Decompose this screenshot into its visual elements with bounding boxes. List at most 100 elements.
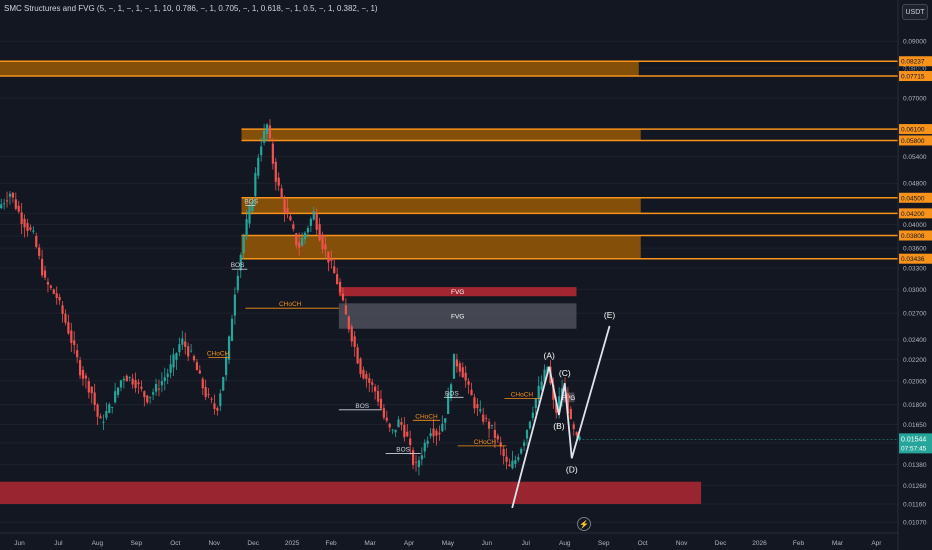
- candle-body: [479, 409, 482, 412]
- candle-body: [368, 378, 371, 383]
- candle-body: [338, 281, 342, 293]
- candle-body: [43, 270, 47, 278]
- candle-body: [359, 358, 362, 374]
- candle-body: [210, 398, 213, 400]
- candle-body: [508, 464, 511, 467]
- currency-button[interactable]: USDT: [902, 4, 928, 20]
- candle-body: [172, 354, 175, 368]
- candle-body: [438, 432, 441, 435]
- lightning-icon[interactable]: ⚡: [577, 517, 591, 531]
- price-axis-tick: 0.01070: [903, 520, 927, 527]
- zone-price-tag: [899, 230, 932, 241]
- candle-body: [35, 235, 38, 247]
- candle-body: [347, 316, 350, 330]
- candle-body: [184, 341, 187, 347]
- candle-body: [344, 305, 348, 315]
- zone-price-tag: [899, 56, 932, 67]
- time-axis-tick: May: [442, 540, 455, 547]
- time-axis-tick: Sep: [598, 540, 610, 547]
- wave-point-label: (E): [604, 310, 616, 320]
- resistance-zone: [241, 129, 641, 141]
- candle-body: [534, 398, 537, 409]
- candle-body: [227, 336, 231, 360]
- candle-body: [154, 384, 158, 392]
- candle-body: [388, 423, 391, 428]
- candle-body: [324, 244, 327, 250]
- candle-body: [333, 266, 336, 274]
- candle-body: [96, 404, 99, 417]
- candle-body: [70, 330, 73, 343]
- candle-body: [81, 369, 85, 379]
- time-axis-tick: Dec: [247, 540, 259, 547]
- candle-body: [233, 294, 236, 316]
- candle-body: [114, 391, 117, 403]
- wave-point-label: (A): [544, 351, 556, 361]
- candle-body: [449, 384, 453, 399]
- structure-label: BOS: [355, 403, 369, 410]
- zone-price-tag-mid: 0.08000: [901, 67, 923, 73]
- candle-body: [125, 375, 128, 382]
- price-axis-tick: 0.05400: [903, 154, 927, 161]
- candle-body: [102, 421, 105, 423]
- candle-body: [321, 234, 324, 250]
- time-axis-tick: Feb: [793, 540, 805, 547]
- candle-body: [525, 430, 529, 439]
- candle-body: [146, 395, 149, 403]
- candle-body: [578, 436, 581, 440]
- candle-body: [271, 143, 274, 164]
- zone-price-tag: [899, 253, 932, 264]
- candle-body: [140, 386, 143, 389]
- candle-body: [64, 313, 67, 323]
- candle-body: [263, 130, 266, 143]
- candle-body: [201, 378, 204, 389]
- structure-label: CHoCH: [511, 392, 534, 399]
- resistance-zone: [0, 61, 639, 77]
- candle-body: [239, 254, 242, 271]
- candle-body: [20, 212, 23, 224]
- price-axis-tick: 0.04000: [903, 222, 927, 229]
- candle-body: [374, 386, 377, 392]
- candle-body: [435, 430, 438, 436]
- zone-price-tag: [899, 124, 932, 135]
- candle-body: [298, 242, 301, 248]
- candle-body: [251, 200, 254, 212]
- candle-body: [327, 251, 330, 263]
- candle-body: [131, 378, 134, 385]
- candle-body: [157, 388, 161, 390]
- price-axis-tick: 0.01380: [903, 462, 927, 469]
- price-axis-tick: 0.03300: [903, 265, 927, 272]
- candle-body: [511, 460, 514, 469]
- fvg-zone: [338, 303, 577, 329]
- time-axis-tick: Dec: [715, 540, 727, 547]
- candle-body: [268, 125, 272, 139]
- structure-label: BOS: [231, 262, 245, 269]
- candle-body: [187, 346, 190, 357]
- candle-body: [482, 414, 485, 422]
- candle-body: [78, 360, 82, 376]
- candle-body: [242, 236, 245, 254]
- wave-point-label: (B): [553, 421, 565, 431]
- candle-body: [531, 412, 534, 418]
- time-axis-tick: 2026: [752, 540, 767, 547]
- time-axis-tick: Apr: [404, 540, 415, 547]
- candle-body: [67, 322, 70, 334]
- candle-body: [537, 385, 540, 399]
- candle-body: [473, 397, 476, 409]
- structure-label: BOS: [445, 390, 459, 397]
- time-axis-tick: Aug: [559, 540, 571, 547]
- candle-body: [523, 442, 526, 446]
- candle-body: [540, 381, 543, 390]
- candle-body: [406, 431, 409, 437]
- candle-body: [385, 417, 388, 421]
- candle-body: [309, 218, 312, 226]
- candle-body: [306, 228, 310, 233]
- indicator-label[interactable]: SMC Structures and FVG (5, −, 1, −, 1, −…: [4, 4, 378, 13]
- time-axis-tick: Oct: [170, 540, 180, 547]
- candle-body: [236, 275, 239, 291]
- candle-body: [411, 450, 415, 465]
- candle-body: [169, 364, 172, 373]
- structure-label: BOS: [244, 198, 258, 205]
- candle-body: [409, 438, 412, 445]
